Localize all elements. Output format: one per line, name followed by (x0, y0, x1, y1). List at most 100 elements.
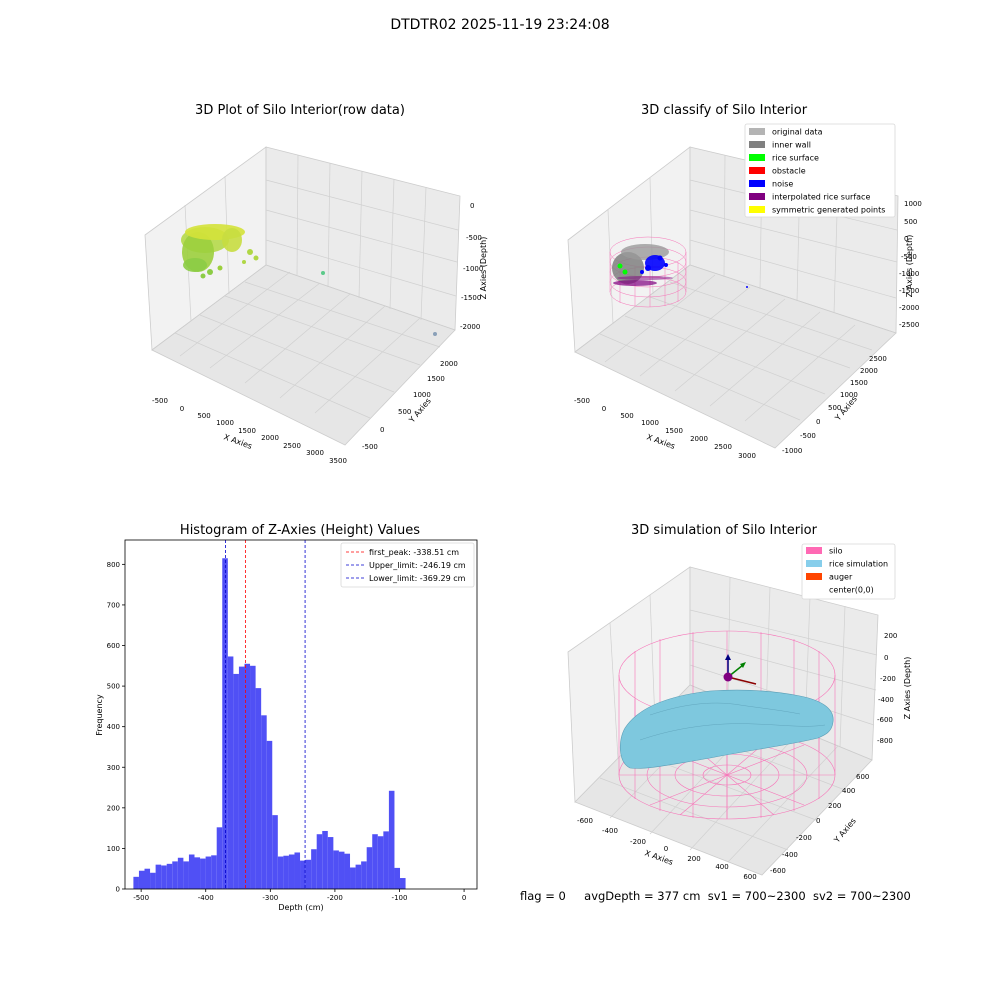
x-tick: -200 (630, 838, 646, 846)
y-tick-label: 100 (107, 845, 120, 853)
y-tick: -200 (796, 834, 812, 842)
classify-point-cloud (612, 244, 748, 288)
x-tick-label: -400 (198, 894, 214, 902)
simulation-z-ticks: 200 0 -200 -400 -600 -800 (877, 632, 897, 745)
histogram-bar (400, 878, 406, 889)
x-tick: 2500 (283, 442, 301, 450)
legend-label: inner wall (772, 141, 811, 150)
y-tick: 1000 (840, 391, 858, 399)
x-tick-label: -200 (327, 894, 343, 902)
legend-label: interpolated rice surface (772, 193, 870, 202)
z-tick: 200 (884, 632, 897, 640)
z-tick: -1500 (899, 287, 919, 295)
legend-swatch (806, 586, 822, 593)
y-tick: 600 (856, 773, 869, 781)
x-tick: 2500 (714, 443, 732, 451)
z-tick: 500 (904, 218, 917, 226)
histogram-bar (361, 861, 367, 889)
legend-swatch (749, 154, 765, 161)
simulation-plot-title: 3D simulation of Silo Interior (631, 523, 817, 538)
legend-swatch (749, 206, 765, 213)
histogram-bar (205, 856, 212, 889)
z-tick: -2500 (899, 321, 919, 329)
histogram-bar (216, 827, 223, 889)
z-tick: -500 (901, 253, 917, 261)
y-tick: -400 (782, 851, 798, 859)
rice-surface-contour (649, 702, 801, 716)
histogram-bar (394, 867, 401, 889)
legend-label: Upper_limit: -246.19 cm (369, 561, 466, 570)
histogram-bar (238, 666, 245, 889)
classify-x-label: X Axies (645, 432, 676, 451)
legend-label: Lower_limit: -369.29 cm (369, 574, 466, 583)
x-tick: 0 (602, 405, 606, 413)
x-tick: 3000 (738, 452, 756, 460)
simulation-z-label: Z Axies (Depth) (903, 657, 912, 720)
y-tick: 200 (828, 802, 841, 810)
y-tick: 2500 (869, 355, 887, 363)
histogram-bar (266, 740, 273, 889)
legend-label: rice surface (772, 154, 819, 163)
legend-label: original data (772, 128, 823, 137)
x-tick: 400 (715, 863, 728, 871)
y-tick-label: 700 (107, 601, 120, 609)
legend-swatch (749, 167, 765, 174)
histogram-bar (338, 851, 345, 889)
histogram-bar (155, 864, 162, 889)
histogram-bar (188, 854, 195, 889)
histogram-bar (344, 853, 351, 889)
histogram-bar (255, 688, 262, 889)
rice-surface-contour (639, 723, 826, 741)
legend-label: first_peak: -338.51 cm (369, 548, 459, 557)
histogram-bar (300, 860, 306, 889)
histogram-bar (327, 837, 334, 889)
histogram-bar (366, 847, 373, 889)
x-tick: 1500 (665, 427, 683, 435)
histogram-bar (200, 858, 206, 889)
histogram-bar (377, 836, 384, 889)
histogram-bar (227, 656, 234, 889)
x-tick: 2000 (690, 435, 708, 443)
x-tick: 3000 (306, 449, 324, 457)
histogram-bar (350, 867, 356, 889)
z-tick: -600 (877, 716, 893, 724)
histogram-bar (388, 790, 395, 889)
legend-swatch (806, 573, 822, 580)
histogram-bar (211, 855, 217, 889)
z-tick: 0 (884, 654, 888, 662)
histogram-frame (124, 539, 478, 890)
x-tick: -500 (152, 397, 168, 405)
y-tick-label: 500 (107, 683, 120, 691)
figure-suptitle: DTDTR02 2025-11-19 23:24:08 (390, 17, 610, 33)
x-tick: 2000 (261, 434, 279, 442)
y-tick: 0 (380, 426, 384, 434)
histogram-bar (166, 863, 173, 889)
y-tick: 0 (816, 817, 820, 825)
x-tick: 1500 (238, 427, 256, 435)
legend-label: silo (829, 547, 843, 556)
raw-z-ticks: 0 -500 -1000 -1500 -2000 (460, 202, 483, 331)
histogram-bar (177, 857, 184, 889)
classify-y-ticks: -1000 -500 0 500 1000 1500 2000 2500 (782, 355, 887, 455)
legend-swatch (749, 180, 765, 187)
z-tick: -1000 (463, 265, 483, 273)
histogram-x-label: Depth (cm) (278, 903, 323, 912)
z-tick: -400 (878, 696, 894, 704)
histogram-bar (172, 861, 178, 889)
legend-label: symmetric generated points (772, 206, 885, 215)
legend-swatch (749, 128, 765, 135)
histogram-bar (294, 852, 301, 889)
histogram-bar (144, 868, 151, 889)
y-tick: 2000 (440, 360, 458, 368)
simulation-legend: silo rice simulation auger center(0,0) (801, 543, 896, 600)
raw-3d-plot: 0 -500 -1000 -1500 -2000 Z Axies (Depth)… (144, 146, 488, 465)
y-tick: 1000 (413, 391, 431, 399)
legend-label: obstacle (772, 167, 806, 176)
classify-z-ticks: 1000 500 0 -500 -1000 -1500 -2000 -2500 (899, 200, 922, 329)
x-tick-label: -500 (133, 894, 149, 902)
histogram-chart: -500 -400 -300 -200 -100 0 0 100 200 300 400 500 60… (95, 539, 478, 912)
y-tick: 1500 (850, 379, 868, 387)
rice-surface (620, 689, 834, 769)
x-tick: 1000 (641, 419, 659, 427)
z-tick: -200 (880, 675, 896, 683)
